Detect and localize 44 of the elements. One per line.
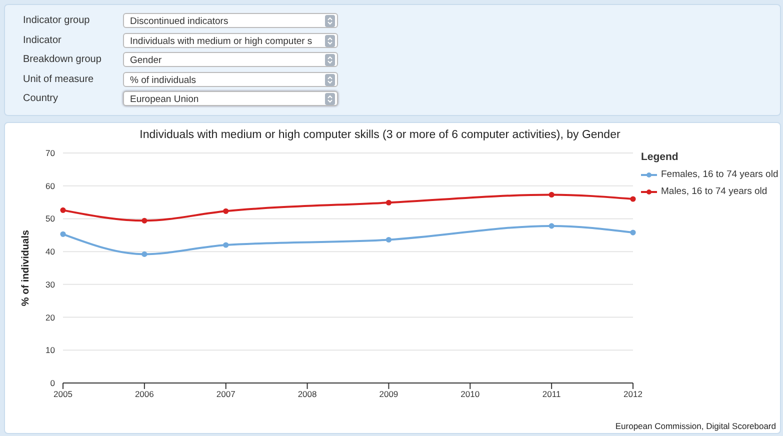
y-tick-label: 50	[46, 214, 56, 224]
point	[630, 196, 636, 202]
x-tick-label: 2011	[542, 389, 561, 400]
x-tick-label: 2007	[216, 389, 236, 400]
text: Unit of measure	[23, 74, 95, 84]
point	[60, 231, 66, 237]
point	[386, 200, 392, 206]
y-tick-label: 40	[46, 246, 56, 257]
text: Indicator	[23, 34, 62, 46]
legend-label: Males, 16 to 74 years old	[661, 186, 768, 197]
point	[548, 223, 554, 229]
point	[223, 208, 229, 214]
point	[60, 207, 66, 213]
y-tick-label: 30	[46, 279, 56, 290]
point	[386, 236, 392, 243]
y-tick-label: 60	[46, 180, 56, 191]
point	[142, 251, 148, 257]
text: Breakdown group	[23, 54, 102, 65]
y-tick-label: 20	[46, 312, 56, 322]
point	[548, 192, 554, 198]
x-tick-label: 2008	[298, 389, 318, 400]
x-tick-label: 2012	[624, 389, 643, 400]
x-tick-label: 2006	[134, 389, 154, 400]
x-tick-label: 2005	[54, 389, 73, 400]
dropdown-field: Discontinued indicators	[123, 13, 338, 28]
y-tick-label: 70	[46, 148, 56, 158]
dropdown-field: % of individuals	[123, 72, 338, 86]
y-axis-title: % of individuals	[20, 230, 32, 306]
text: Country	[23, 93, 60, 104]
point	[630, 230, 636, 236]
point	[142, 218, 148, 224]
chart-title: Individuals with medium or high computer skills (3 or more of 6 computer activities), by Gender	[138, 129, 622, 141]
dropdown-field: Individuals with medium or high computer s	[123, 32, 338, 48]
legend-title: Legend	[641, 151, 680, 163]
text: Indicator group	[23, 15, 91, 26]
x-tick-label: 2010	[460, 389, 480, 400]
y-tick-label: 10	[46, 345, 56, 356]
y-tick-label: 0	[50, 378, 56, 388]
legend-label: Females, 16 to 74 years old	[661, 169, 778, 180]
dropdown-field: European Union	[123, 91, 338, 106]
x-tick-label: 2009	[379, 389, 398, 400]
text: European Commission, Digital Scoreboard	[615, 421, 776, 431]
point	[223, 242, 229, 248]
dropdown-field: Gender	[123, 52, 338, 67]
